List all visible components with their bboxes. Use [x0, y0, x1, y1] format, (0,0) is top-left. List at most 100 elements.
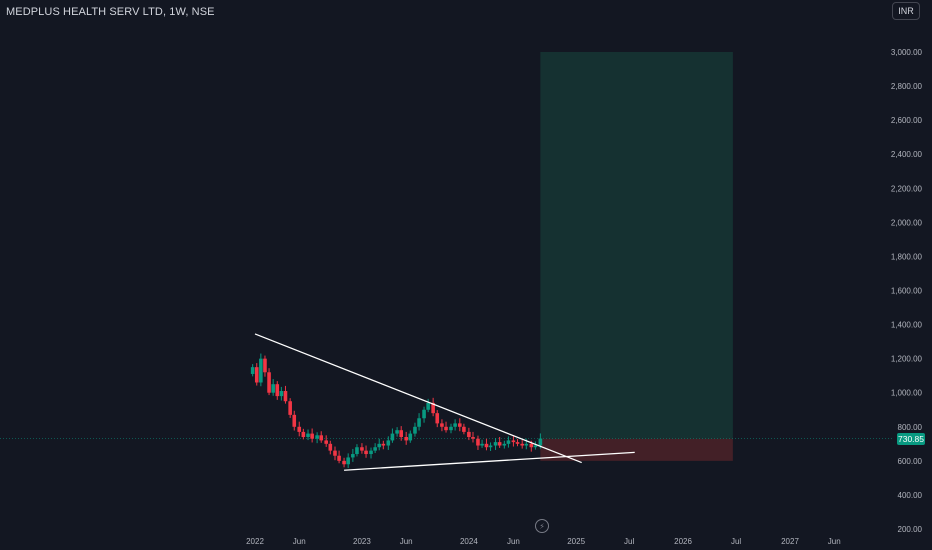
candle-body [431, 402, 435, 414]
candle-body [458, 423, 462, 427]
long-position-tool[interactable] [540, 52, 733, 461]
candle-body [467, 431, 471, 438]
candlestick-series [250, 353, 543, 469]
candle-body [377, 443, 382, 448]
candle-body [538, 438, 543, 446]
candle-body [422, 409, 426, 419]
y-tick-label: 2,400.00 [891, 150, 923, 159]
candle-body [497, 442, 502, 446]
price-axis[interactable]: 3,000.00 2,800.00 2,600.00 2,400.00 2,200.00… [891, 48, 923, 534]
candle-body [399, 430, 404, 438]
ascending-trendline[interactable] [344, 451, 635, 471]
candle-body [328, 443, 333, 451]
time-axis[interactable]: 2022 Jun 2023 Jun 2024 Jun 2025 Jul 2026 Jul 2027 J… [246, 537, 841, 546]
candle-body [342, 460, 346, 465]
y-tick-label: 2,000.00 [891, 218, 923, 227]
x-tick-label: 2026 [674, 537, 692, 546]
candle-body [250, 367, 255, 374]
candle-body [488, 445, 493, 448]
x-tick-label: 2027 [781, 537, 799, 546]
candle-body [271, 384, 275, 393]
candle-body [381, 443, 386, 446]
profit-zone[interactable] [540, 52, 733, 439]
x-tick-label: Jul [624, 537, 634, 546]
candle-body [267, 372, 271, 393]
descending-trendline[interactable] [254, 333, 582, 464]
candle-body [360, 447, 364, 451]
candle-body [319, 435, 324, 441]
candle-body [417, 418, 421, 427]
candle-body [533, 445, 538, 448]
candle-body [288, 401, 292, 415]
x-tick-label: 2022 [246, 537, 264, 546]
y-tick-label: 2,600.00 [891, 116, 923, 125]
candle-body [292, 414, 297, 427]
y-tick-label: 800.00 [898, 423, 923, 432]
currency-button[interactable]: INR [892, 2, 920, 20]
candle-body [254, 367, 259, 383]
candle-body [453, 423, 457, 427]
candle-body [471, 437, 475, 439]
candle-body [529, 443, 534, 448]
candle-body [462, 426, 466, 432]
candle-body [440, 423, 444, 427]
candle-body [310, 433, 314, 439]
candle-body [506, 440, 511, 444]
trendlines[interactable] [254, 333, 635, 471]
y-tick-label: 1,600.00 [891, 287, 923, 296]
symbol-title[interactable]: MEDPLUS HEALTH SERV LTD, 1W, NSE [6, 6, 215, 18]
candle-body [351, 454, 355, 458]
candle-body [333, 450, 337, 456]
candle-body [502, 443, 507, 446]
y-tick-label: 600.00 [898, 457, 923, 466]
y-tick-label: 200.00 [898, 525, 923, 534]
candle-body [259, 358, 263, 383]
y-tick-label: 1,800.00 [891, 252, 923, 261]
candle-body [306, 433, 310, 438]
candle-body [283, 391, 288, 402]
y-tick-label: 1,400.00 [891, 321, 923, 330]
candle-body [435, 413, 440, 424]
candle-body [480, 443, 484, 446]
candle-body [511, 440, 516, 443]
candle-body [337, 455, 341, 461]
candle-body [263, 358, 267, 373]
x-tick-label: 2023 [353, 537, 371, 546]
y-tick-label: 3,000.00 [891, 48, 923, 57]
x-tick-label: Jul [731, 537, 741, 546]
candle-body [520, 443, 525, 446]
lightning-bolt-icon[interactable]: ⚡ [535, 519, 549, 533]
candle-body [413, 426, 417, 434]
candle-body [395, 430, 399, 434]
candle-body [369, 450, 373, 455]
y-tick-label: 2,200.00 [891, 184, 923, 193]
x-tick-label: 2025 [567, 537, 585, 546]
candle-body [275, 384, 280, 397]
candle-body [279, 391, 284, 397]
candle-body [449, 426, 453, 431]
candle-body [386, 440, 391, 446]
x-tick-label: Jun [507, 537, 520, 546]
y-tick-label: 1,000.00 [891, 389, 923, 398]
x-tick-label: Jun [828, 537, 841, 546]
candle-body [493, 442, 498, 446]
candle-body [355, 447, 359, 455]
y-tick-label: 1,200.00 [891, 355, 923, 364]
candle-body [515, 442, 520, 444]
candle-body [364, 450, 368, 455]
candle-body [297, 426, 302, 432]
x-tick-label: Jun [293, 537, 306, 546]
x-tick-label: Jun [400, 537, 413, 546]
candle-body [346, 457, 350, 465]
candle-body [373, 447, 377, 451]
candle-body [404, 437, 408, 441]
candle-body [484, 443, 489, 448]
x-tick-label: 2024 [460, 537, 478, 546]
y-tick-label: 400.00 [898, 491, 923, 500]
candle-body [390, 433, 395, 441]
candle-body [444, 426, 448, 431]
last-price-tag: 730.85 [897, 433, 925, 445]
candle-body [524, 443, 529, 446]
candle-body [476, 438, 480, 446]
